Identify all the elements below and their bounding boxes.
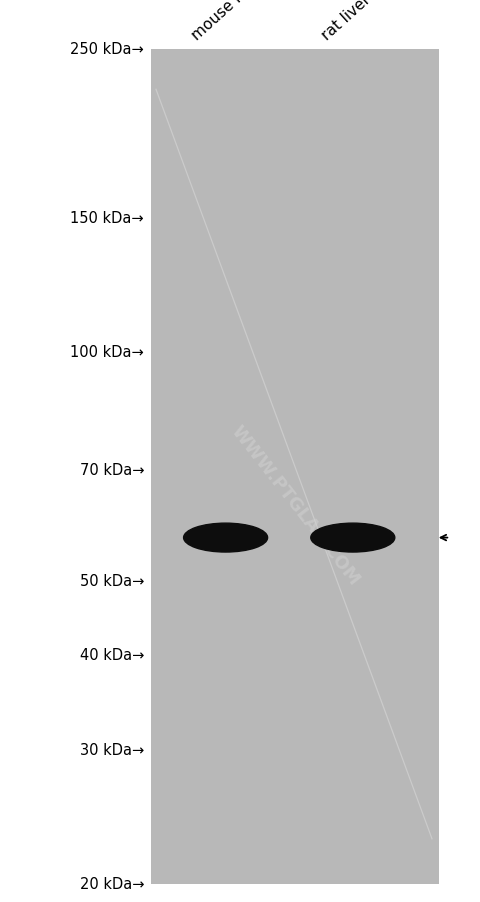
Text: 70 kDa→: 70 kDa→ [80,463,144,478]
Text: 40 kDa→: 40 kDa→ [80,648,144,662]
Bar [151,50,439,884]
Text: WWW.PTGLAB.COM: WWW.PTGLAB.COM [228,422,363,588]
Text: mouse liver: mouse liver [189,0,266,43]
Ellipse shape [183,523,268,552]
Text: 150 kDa→: 150 kDa→ [71,211,144,226]
Text: 30 kDa→: 30 kDa→ [80,742,144,758]
Text: rat liver: rat liver [319,0,373,43]
Text: 100 kDa→: 100 kDa→ [70,345,144,360]
Text: 50 kDa→: 50 kDa→ [80,574,144,589]
Ellipse shape [311,523,395,552]
Text: 20 kDa→: 20 kDa→ [80,877,144,891]
Text: 250 kDa→: 250 kDa→ [70,42,144,57]
